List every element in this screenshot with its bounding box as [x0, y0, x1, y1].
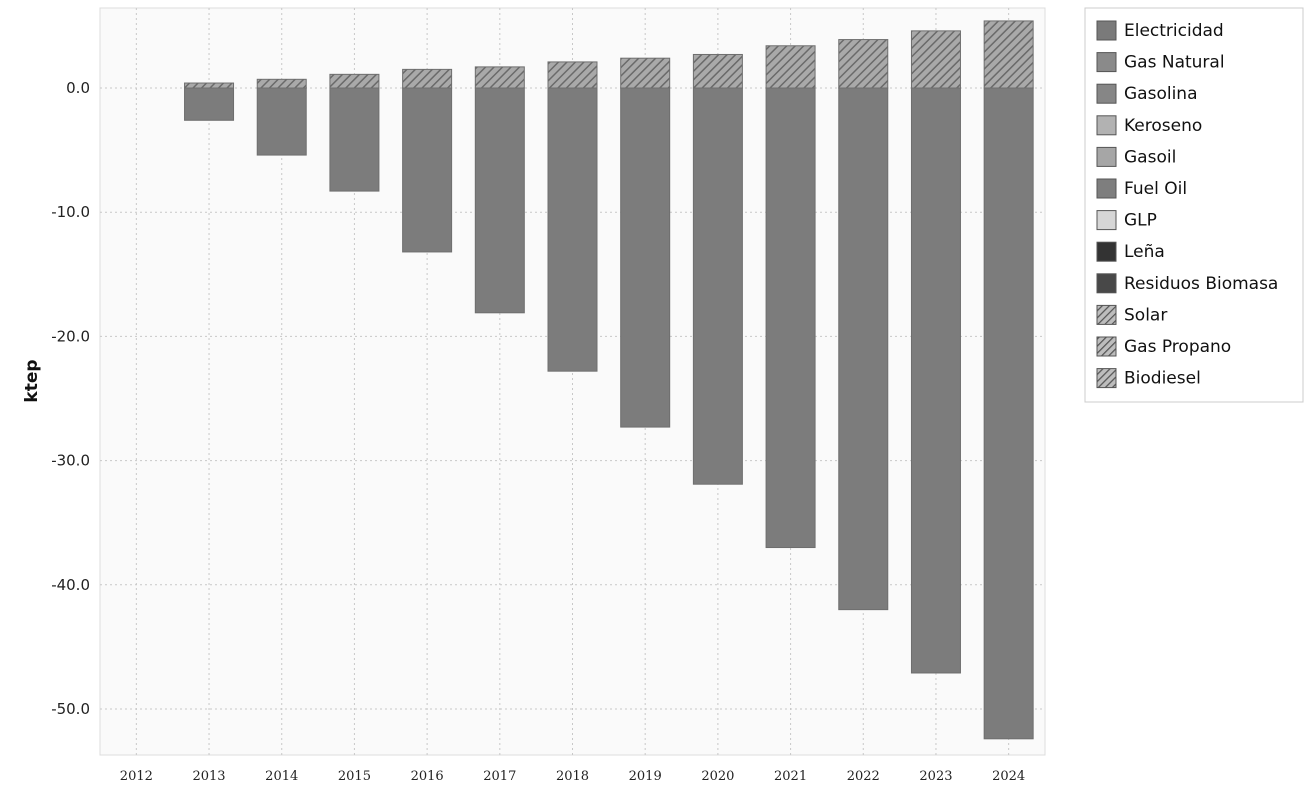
bar-electricidad: [983, 87, 1034, 740]
x-tick-label: 2019: [629, 769, 662, 784]
legend-swatch: [1096, 368, 1117, 389]
bar-solar: [983, 20, 1034, 89]
y-tick-label: -30.0: [51, 452, 90, 470]
bar-solar: [402, 68, 453, 89]
bar-electricidad: [256, 87, 307, 156]
bar-solar: [547, 61, 598, 89]
bar-solar: [620, 57, 671, 89]
y-axis-ticks: 0.0 -10.0 -20.0 -30.0 -40.0 -50.0: [51, 79, 90, 718]
legend-swatch: [1096, 115, 1117, 136]
bar-electricidad: [838, 87, 889, 611]
legend-swatch: [1096, 210, 1117, 231]
x-tick-label: 2020: [701, 769, 734, 784]
x-tick-label: 2012: [120, 769, 153, 784]
y-tick-label: -10.0: [51, 203, 90, 221]
legend-swatch: [1096, 20, 1117, 41]
bar-solar: [329, 73, 380, 89]
bar-solar: [474, 66, 525, 89]
bar-solar: [692, 53, 743, 89]
y-tick-label: 0.0: [66, 79, 90, 97]
x-tick-label: 2018: [556, 769, 589, 784]
x-tick-label: 2017: [483, 769, 516, 784]
bar-electricidad: [547, 87, 598, 372]
legend-label: Solar: [1124, 305, 1167, 325]
bar-electricidad: [329, 87, 380, 192]
bar-electricidad: [620, 87, 671, 428]
bars: [184, 20, 1034, 740]
x-tick-label: 2024: [992, 769, 1025, 784]
bar-solar: [184, 82, 235, 89]
bar-electricidad: [692, 87, 743, 485]
legend-label: Gasoil: [1124, 147, 1176, 167]
legend-label: Electricidad: [1124, 21, 1224, 41]
legend-label: Leña: [1124, 242, 1165, 262]
legend-swatch: [1096, 52, 1117, 73]
x-tick-label: 2013: [192, 769, 225, 784]
legend-label: GLP: [1124, 211, 1157, 231]
legend-label: Keroseno: [1124, 116, 1202, 136]
x-tick-label: 2022: [847, 769, 880, 784]
legend-swatch: [1096, 241, 1117, 262]
legend-swatch: [1096, 83, 1117, 104]
x-tick-label: 2014: [265, 769, 298, 784]
bar-solar: [910, 30, 961, 89]
legend-label: Gasolina: [1124, 84, 1198, 104]
legend-label: Fuel Oil: [1124, 179, 1187, 199]
legend-label: Biodiesel: [1124, 369, 1201, 389]
y-axis-label: ktep: [22, 359, 42, 402]
legend-label: Gas Propano: [1124, 337, 1231, 357]
bar-electricidad: [765, 87, 816, 549]
bar-electricidad: [474, 87, 525, 314]
legend-swatch: [1096, 178, 1117, 199]
legend-swatch: [1096, 304, 1117, 325]
legend-label: Gas Natural: [1124, 53, 1225, 73]
legend-swatch: [1096, 146, 1117, 167]
bar-solar: [256, 78, 307, 89]
legend: Electricidad Gas Natural Gasolina Keroseno G…: [1096, 20, 1278, 389]
y-tick-label: -50.0: [51, 700, 90, 718]
bar-electricidad: [910, 87, 961, 674]
legend-label: Residuos Biomasa: [1124, 274, 1278, 294]
legend-box: [1084, 7, 1304, 403]
x-axis-ticks: 2012 2013 2014 2015 2016 2017 2018 2019 2020 2021…: [120, 769, 1025, 784]
y-tick-label: -40.0: [51, 576, 90, 594]
bar-solar: [765, 45, 816, 89]
legend-swatch: [1096, 273, 1117, 294]
x-tick-label: 2015: [338, 769, 371, 784]
x-tick-label: 2021: [774, 769, 807, 784]
bar-electricidad: [402, 87, 453, 253]
legend-swatch: [1096, 336, 1117, 357]
x-tick-label: 2023: [919, 769, 952, 784]
bar-solar: [838, 39, 889, 89]
y-tick-label: -20.0: [51, 327, 90, 345]
bar-electricidad: [184, 87, 235, 121]
x-tick-label: 2016: [411, 769, 444, 784]
